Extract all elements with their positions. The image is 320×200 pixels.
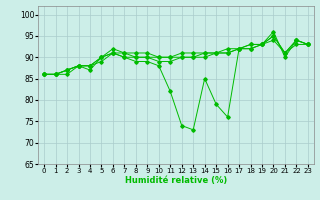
X-axis label: Humidité relative (%): Humidité relative (%) [125, 176, 227, 185]
